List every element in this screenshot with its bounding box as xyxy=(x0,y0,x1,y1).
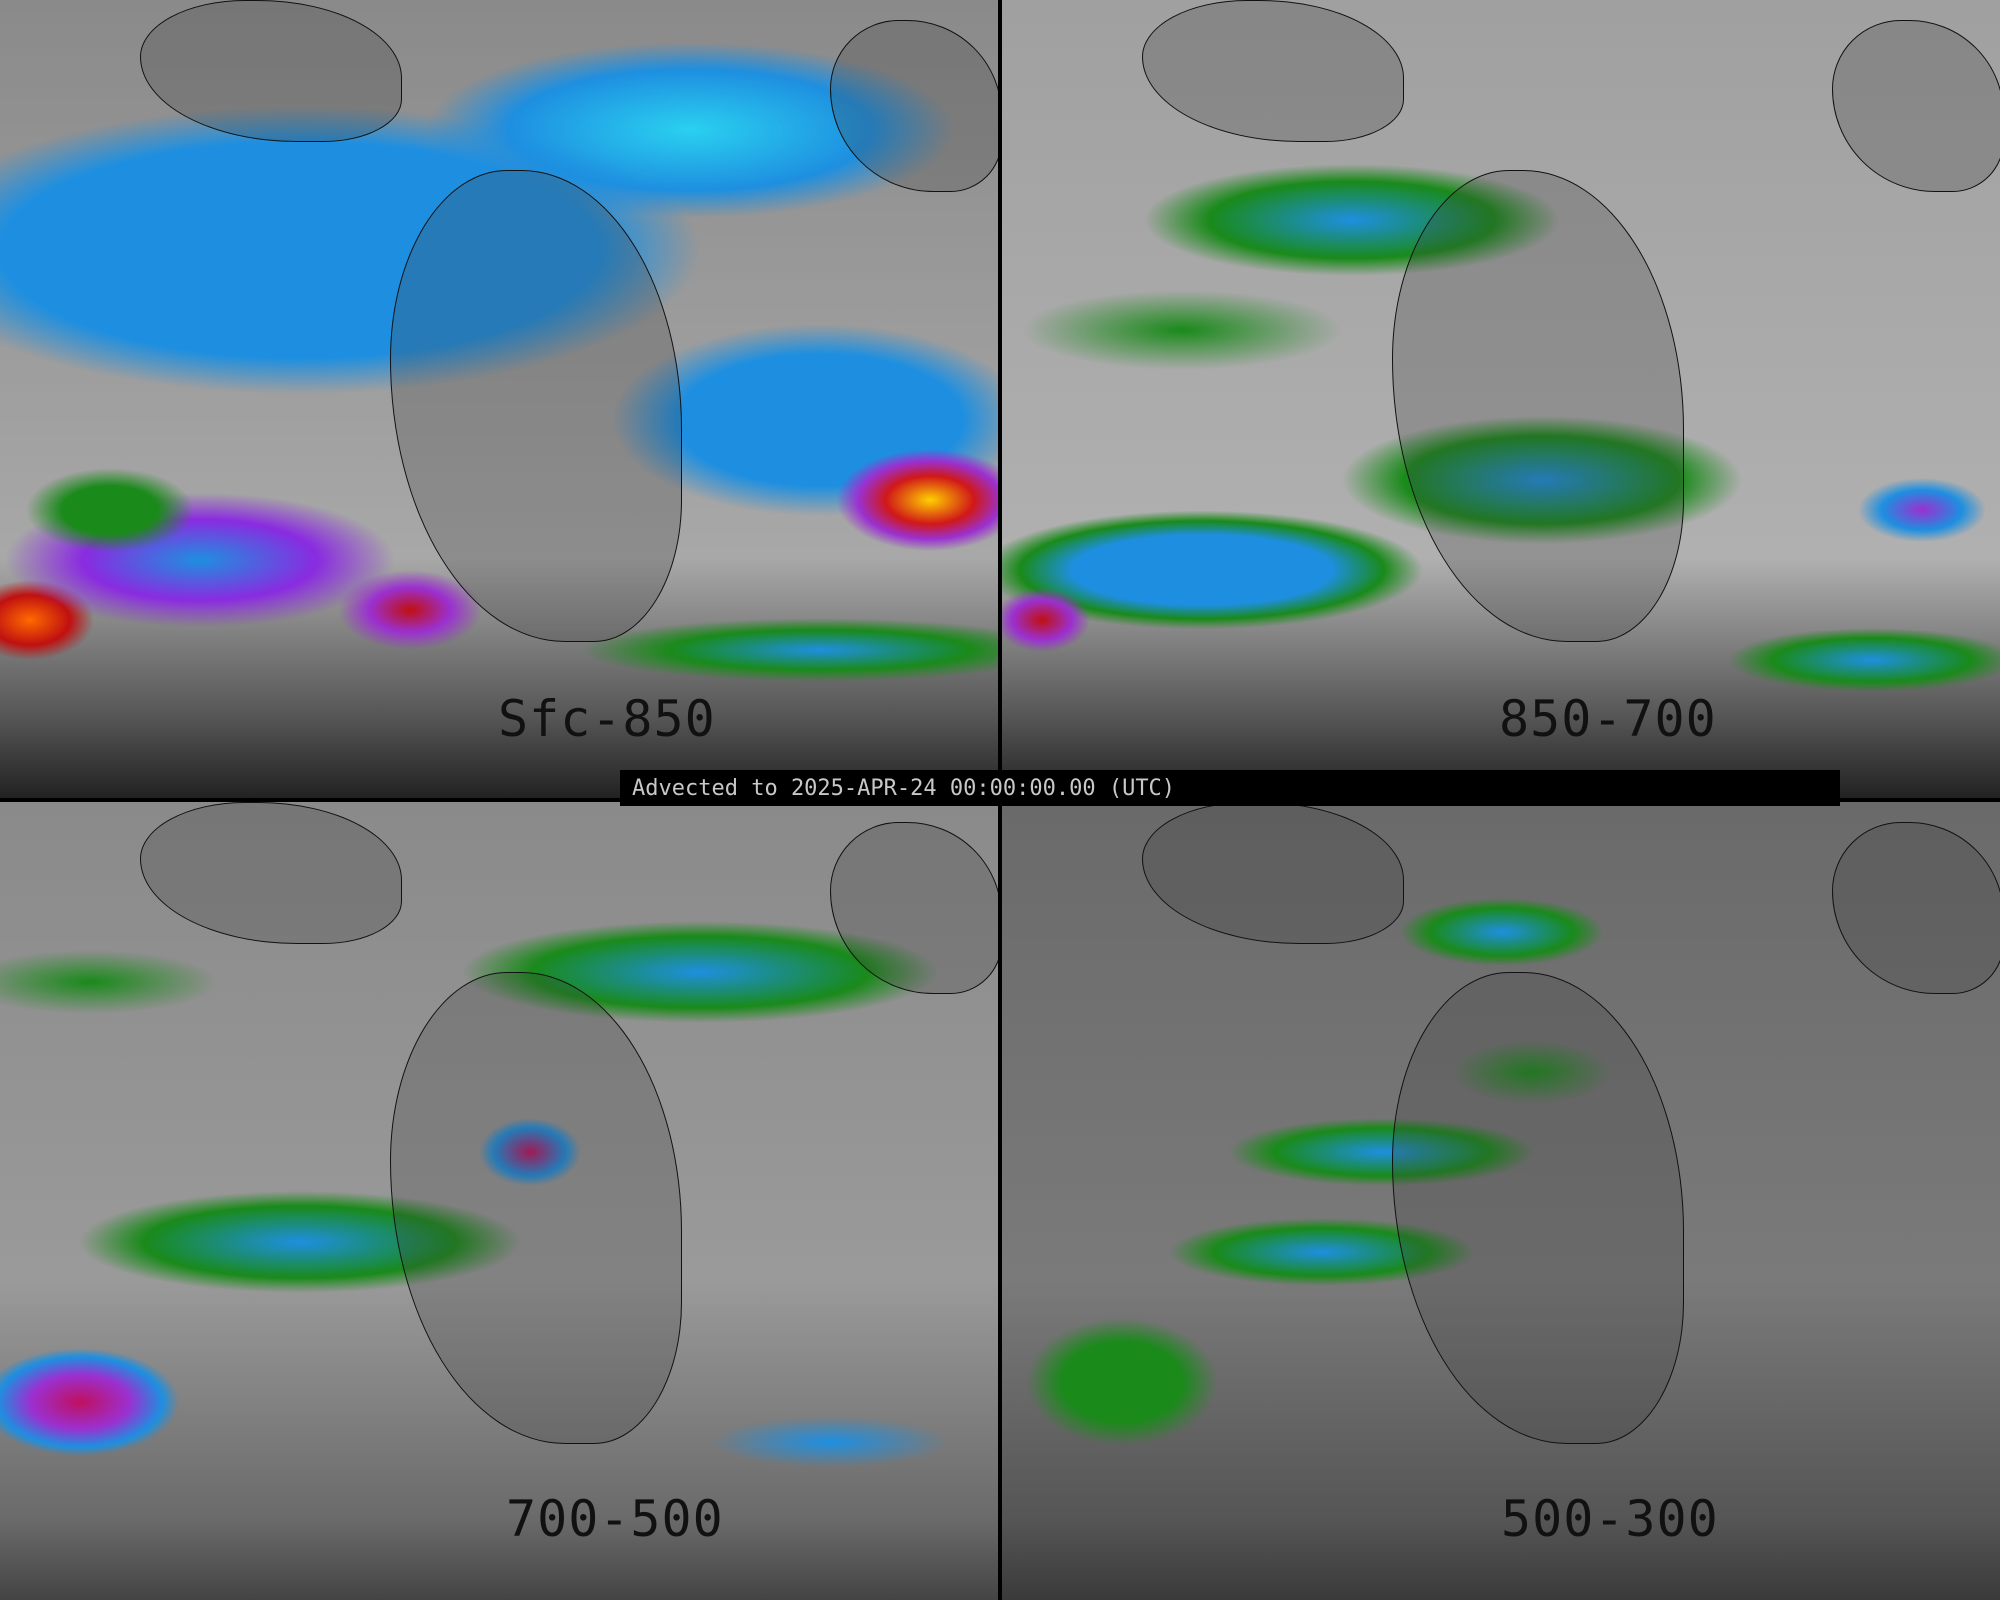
south-america-outline xyxy=(390,972,682,1444)
panel-label: 850-700 xyxy=(1499,690,1717,748)
panel-500-300: 500-300 xyxy=(1002,802,2000,1600)
timestamp-banner: Advected to 2025-APR-24 00:00:00.00 (UTC… xyxy=(620,770,1840,806)
north-america-outline xyxy=(1142,802,1404,944)
panel-label: 500-300 xyxy=(1501,1490,1719,1548)
north-america-outline xyxy=(1142,0,1404,142)
north-america-outline xyxy=(140,802,402,944)
panel-700-500: 700-500 xyxy=(0,802,998,1600)
panel-label: Sfc-850 xyxy=(498,690,716,748)
panel-sfc-850: Sfc-850 xyxy=(0,0,998,798)
south-america-outline xyxy=(1392,972,1684,1444)
africa-outline xyxy=(830,822,998,994)
south-america-outline xyxy=(1392,170,1684,642)
africa-outline xyxy=(830,20,998,192)
panel-850-700: 850-700 xyxy=(1002,0,2000,798)
north-america-outline xyxy=(140,0,402,142)
south-america-outline xyxy=(390,170,682,642)
africa-outline xyxy=(1832,822,2000,994)
panel-label: 700-500 xyxy=(506,1490,724,1548)
africa-outline xyxy=(1832,20,2000,192)
timestamp-text: Advected to 2025-APR-24 00:00:00.00 (UTC… xyxy=(632,776,1176,801)
